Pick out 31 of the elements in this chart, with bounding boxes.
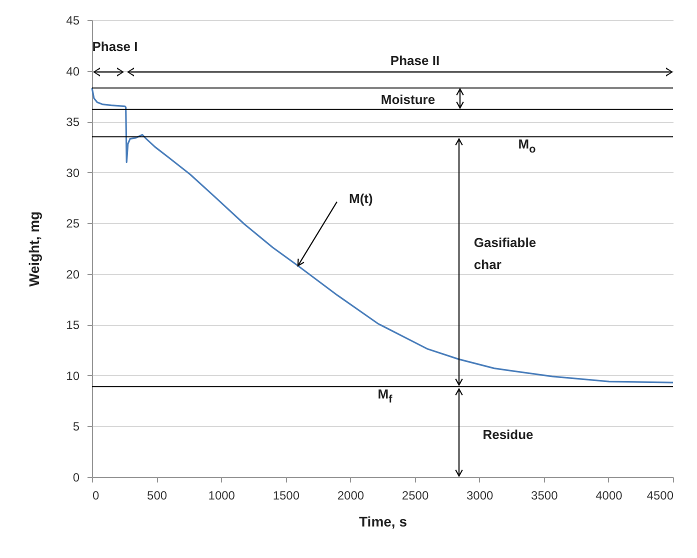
x-axis-title: Time, s [359, 514, 408, 530]
y-tick-label: 40 [66, 64, 80, 78]
x-tick-label: 4500 [646, 488, 674, 502]
x-tick-label: 1000 [208, 488, 236, 502]
ref-line-label: M$_{f}$ [378, 385, 392, 407]
annotation: Residue [482, 426, 534, 444]
annotation: Gasifiable char [474, 234, 536, 274]
annotation: Phase I [92, 38, 138, 56]
y-tick-label: 10 [66, 368, 80, 383]
y-tick-label: 20 [66, 267, 80, 282]
x-tick-label: 3000 [466, 488, 494, 502]
y-tick-label: 30 [66, 166, 80, 180]
x-tick-label: 4000 [596, 488, 623, 502]
y-tick-label: 35 [66, 115, 80, 130]
y-axis-title: Weight, mg [26, 211, 42, 287]
x-tick-label: 0 [92, 488, 100, 502]
x-tick-label: 3500 [531, 488, 558, 502]
annotation: Moisture [380, 91, 436, 109]
line-series [91, 87, 674, 384]
y-tick-label: 25 [66, 216, 80, 231]
y-tick-label: 15 [66, 318, 80, 332]
x-tick-label: 2000 [337, 488, 364, 502]
x-tick-label: 500 [147, 488, 168, 502]
annotation: Phase II [390, 52, 440, 70]
annotation: M(t) [349, 190, 373, 208]
x-tick-label: 1500 [272, 488, 300, 502]
y-tick-label: 5 [72, 420, 80, 434]
x-tick-label: 2500 [402, 488, 429, 502]
y-tick-label: 45 [66, 14, 80, 28]
y-tick-label: 0 [72, 470, 80, 484]
ref-line-label: M$_{o}$ [518, 135, 536, 158]
